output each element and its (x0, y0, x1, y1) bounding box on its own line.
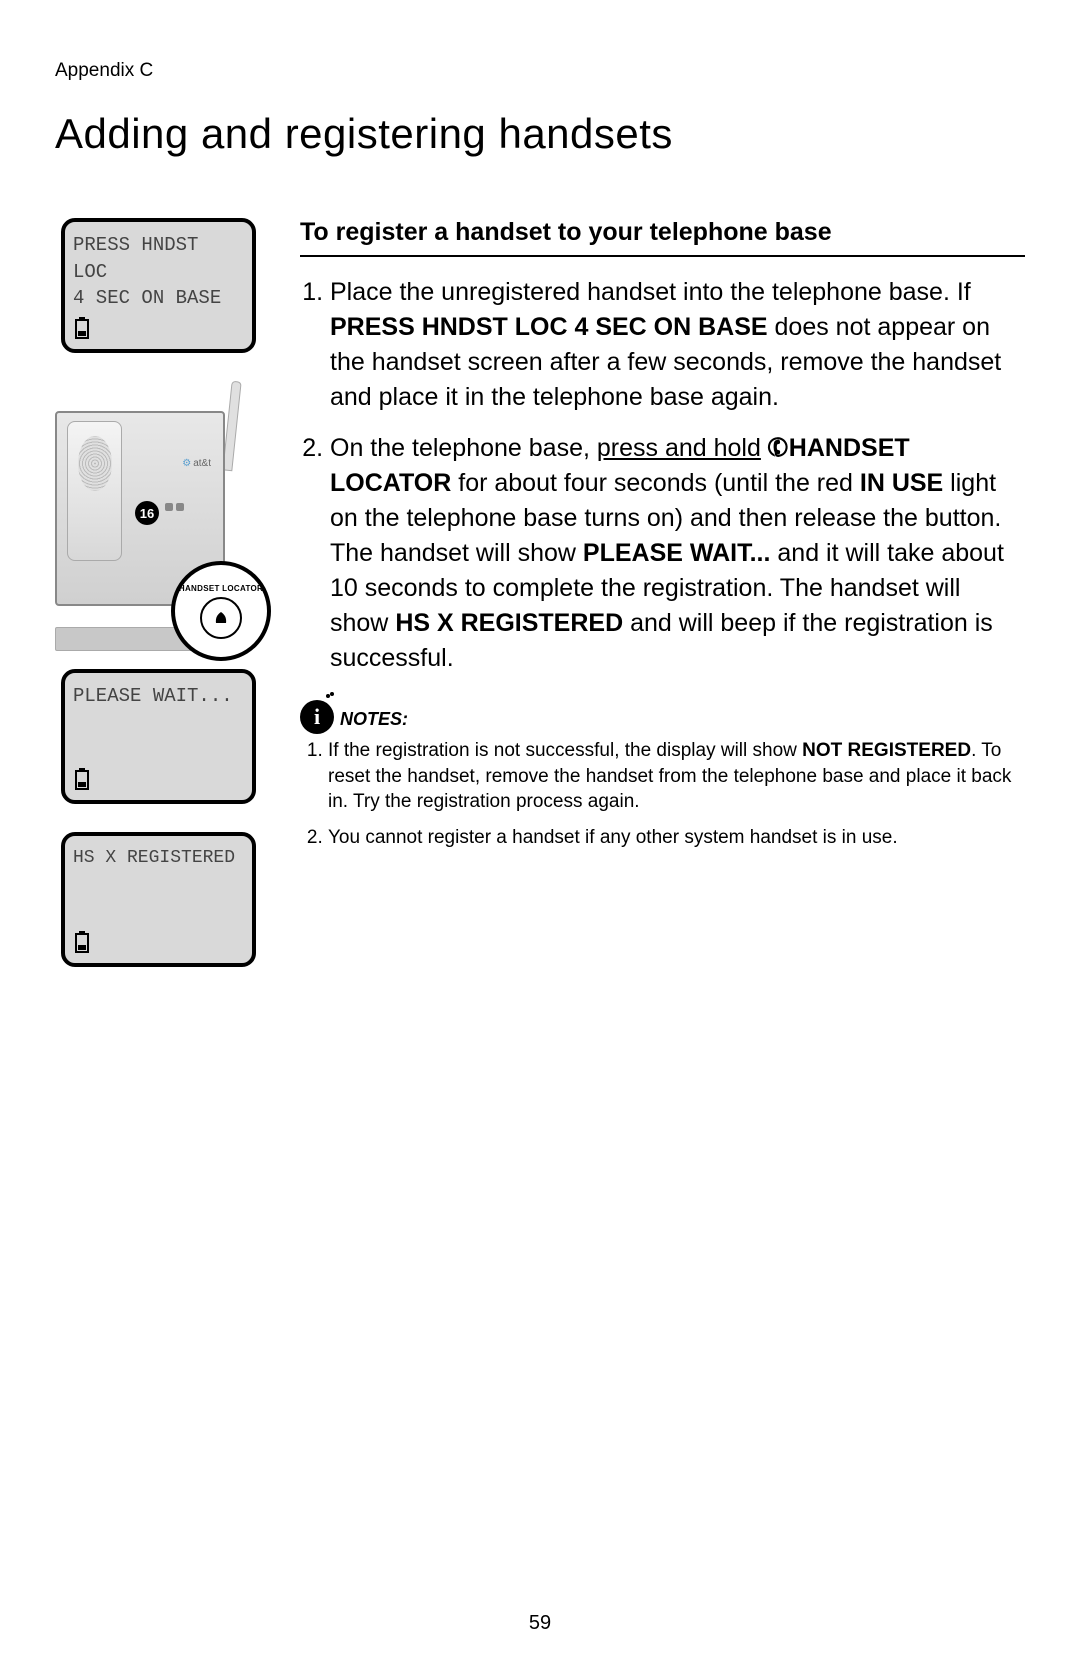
handset-screen-3: HS X REGISTERED (61, 832, 256, 967)
locator-label: HANDSET LOCATOR (179, 584, 263, 593)
message-counter: 16 (135, 501, 159, 525)
screen1-line2: 4 SEC ON BASE (73, 285, 244, 312)
screen2-text: PLEASE WAIT... (73, 683, 244, 710)
step2-b4: HS X REGISTERED (395, 609, 623, 637)
section-heading: To register a handset to your telephone … (300, 218, 1025, 247)
note-1: If the registration is not successful, t… (328, 738, 1025, 815)
left-column: PRESS HNDST LOC 4 SEC ON BASE at&t 16 HA… (55, 218, 270, 995)
handset-screen-1: PRESS HNDST LOC 4 SEC ON BASE (61, 218, 256, 353)
appendix-label: Appendix C (55, 60, 1025, 82)
info-icon: i (300, 700, 334, 734)
telephone-base-illustration: at&t 16 HANDSET LOCATOR (55, 381, 265, 641)
step-1: Place the unregistered handset into the … (330, 275, 1025, 415)
step2-b2: IN USE (860, 469, 943, 497)
battery-icon (75, 768, 89, 790)
small-buttons (165, 503, 184, 511)
screen3-text: HS X REGISTERED (73, 846, 244, 871)
right-column: To register a handset to your telephone … (300, 218, 1025, 995)
step2-p2: for about four seconds (until the red (451, 469, 860, 497)
steps-list: Place the unregistered handset into the … (300, 275, 1025, 676)
divider (300, 255, 1025, 257)
locator-callout: HANDSET LOCATOR (171, 561, 271, 661)
screen1-line1: PRESS HNDST LOC (73, 232, 244, 285)
step2-underline: press and hold (597, 434, 761, 462)
note1-bold: NOT REGISTERED (802, 740, 971, 761)
notes-label: NOTES: (340, 709, 408, 730)
handset-screen-2: PLEASE WAIT... (61, 669, 256, 804)
notes-list: If the registration is not successful, t… (300, 738, 1025, 851)
note1-pre: If the registration is not successful, t… (328, 740, 802, 761)
locator-button-icon (200, 597, 242, 639)
step-2: On the telephone base, press and hold ✆H… (330, 431, 1025, 676)
antenna (222, 381, 241, 472)
step1-pre: Place the unregistered handset into the … (330, 278, 971, 306)
content-layout: PRESS HNDST LOC 4 SEC ON BASE at&t 16 HA… (55, 218, 1025, 995)
battery-icon (75, 317, 89, 339)
brand-logo: at&t (182, 458, 211, 469)
step2-b3: PLEASE WAIT... (583, 539, 771, 567)
handset-slot (67, 421, 122, 561)
notes-header: i NOTES: (300, 696, 1025, 730)
page-title: Adding and registering handsets (55, 110, 1025, 158)
step1-bold: PRESS HNDST LOC 4 SEC ON BASE (330, 313, 768, 341)
step2-p1: On the telephone base, (330, 434, 597, 462)
speaker-grille (78, 436, 112, 491)
note-2: You cannot register a handset if any oth… (328, 825, 1025, 851)
battery-icon (75, 931, 89, 953)
page-number: 59 (0, 1612, 1080, 1635)
